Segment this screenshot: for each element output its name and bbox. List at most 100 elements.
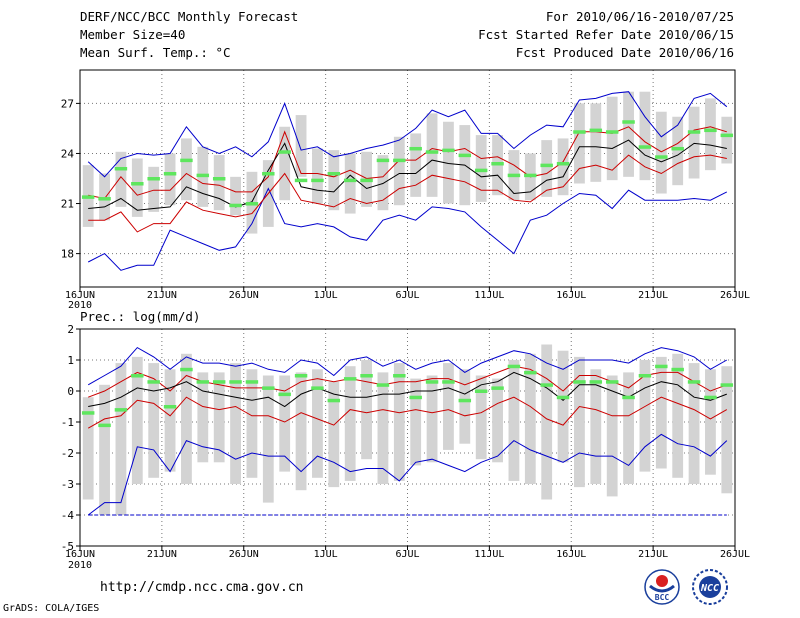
- mean-marker-day-20: [393, 158, 406, 163]
- forecast-period: For 2010/06/16-2010/07/25: [545, 9, 734, 24]
- mean-marker-day-13: [278, 150, 291, 154]
- mean-marker-day-32: [589, 380, 603, 384]
- box-day-13: [279, 375, 291, 472]
- mean-marker-day-33: [605, 380, 619, 384]
- box-day-6: [164, 153, 176, 206]
- box-day-39: [705, 369, 716, 475]
- mean-marker-day-16: [327, 398, 341, 403]
- mean-marker-day-40: [720, 133, 734, 138]
- y-tick-label: -5: [61, 540, 74, 553]
- box-day-13: [279, 126, 291, 201]
- box-day-20: [393, 136, 405, 206]
- box-day-37: [672, 353, 684, 478]
- y-tick-label: -4: [61, 509, 75, 522]
- ncc-logo: NCC: [692, 569, 728, 605]
- mean-marker-day-10: [229, 380, 242, 384]
- box-day-35: [639, 360, 651, 472]
- mean-marker-day-28: [524, 173, 537, 178]
- box-day-3: [115, 363, 127, 515]
- y-tick-label: -1: [61, 416, 74, 429]
- x-tick-label: 21JUL: [638, 549, 668, 560]
- y-tick-label: -3: [61, 478, 74, 491]
- box-day-40: [721, 366, 733, 494]
- mean-marker-day-36: [655, 364, 668, 369]
- x-tick-label: 26JUL: [720, 290, 750, 301]
- box-day-23: [443, 121, 454, 204]
- mean-marker-day-37: [671, 367, 684, 372]
- y-tick-label: 24: [61, 147, 75, 160]
- box-day-16: [328, 381, 340, 488]
- lower-quartile-line: [88, 154, 727, 233]
- x-tick-label: 26JUN: [229, 549, 259, 560]
- mean-marker-day-34: [622, 120, 635, 124]
- mean-marker-day-19: [376, 158, 390, 163]
- mean-marker-day-25: [474, 389, 488, 393]
- year-label: 2010: [68, 300, 92, 311]
- x-tick-label: 1JUL: [314, 549, 338, 560]
- box-day-32: [590, 103, 602, 182]
- mean-marker-day-30: [556, 395, 570, 400]
- mean-marker-day-1: [81, 195, 95, 199]
- x-tick-label: 11JUL: [474, 549, 504, 560]
- mean-marker-day-31: [573, 380, 586, 384]
- mean-marker-day-7: [180, 367, 193, 372]
- footer-url[interactable]: http://cmdp.ncc.cma.gov.cn: [100, 580, 304, 595]
- mean-marker-day-6: [163, 171, 177, 176]
- mean-marker-day-7: [180, 158, 193, 163]
- x-tick-label: 26JUL: [720, 549, 750, 560]
- mean-marker-day-30: [556, 161, 570, 166]
- y-tick-label: 1: [67, 354, 74, 367]
- mean-marker-day-11: [245, 202, 259, 206]
- box-day-7: [181, 353, 192, 484]
- box-day-38: [688, 106, 700, 179]
- mean-marker-day-12: [262, 386, 275, 390]
- y-tick-label: 21: [61, 198, 74, 211]
- mean-marker-day-29: [540, 163, 553, 168]
- mean-marker-day-27: [507, 364, 521, 369]
- mean-marker-day-9: [212, 380, 226, 384]
- box-day-19: [377, 372, 389, 484]
- box-day-14: [295, 372, 307, 491]
- maximum-line: [87, 91, 728, 178]
- upper-quartile-line: [88, 126, 727, 200]
- x-tick-label: 16JUL: [556, 549, 586, 560]
- x-tick-label: 21JUN: [147, 290, 177, 301]
- mean-marker-day-38: [687, 130, 701, 134]
- x-tick-label: 21JUL: [638, 290, 668, 301]
- minimum-line: [87, 187, 728, 271]
- box-day-17: [344, 153, 356, 214]
- box-day-7: [181, 138, 192, 201]
- box-day-37: [672, 116, 684, 186]
- mean-marker-day-23: [442, 148, 455, 153]
- mean-marker-day-3: [114, 166, 128, 171]
- mean-marker-day-39: [704, 128, 717, 133]
- x-tick-label: 6JUL: [395, 549, 419, 560]
- box-day-28: [524, 353, 536, 484]
- box-day-6: [164, 369, 176, 472]
- x-tick-label: 16JUN: [65, 290, 95, 301]
- box-day-17: [344, 366, 356, 481]
- x-tick-label: 21JUN: [147, 549, 177, 560]
- box-day-15: [312, 148, 323, 204]
- mean-marker-day-27: [507, 173, 521, 178]
- box-day-1: [82, 397, 94, 500]
- mean-marker-day-28: [524, 370, 537, 375]
- y-tick-label: 27: [61, 97, 74, 110]
- mean-marker-day-25: [474, 168, 488, 173]
- box-day-36: [655, 111, 667, 194]
- mean-marker-day-13: [278, 392, 291, 397]
- mean-marker-day-21: [409, 395, 422, 400]
- median-line: [88, 139, 727, 211]
- started-refer-date: Fcst Started Refer Date 2010/06/15: [478, 27, 734, 42]
- mean-marker-day-1: [81, 411, 95, 415]
- box-day-34: [623, 91, 634, 177]
- bcc-logo: BCC: [644, 569, 680, 605]
- box-day-39: [705, 98, 716, 171]
- mean-marker-day-5: [147, 177, 160, 181]
- mean-marker-day-2: [98, 423, 111, 428]
- precipitation-panel: -5 -4 -3 -2 -1 0 1 2 16JUN 21JUN 26JUN 1JUL 6JUL 11JU…: [61, 323, 750, 571]
- upper-quartile-line: [88, 365, 727, 398]
- box-day-32: [590, 369, 602, 484]
- box-day-10: [230, 363, 241, 484]
- mean-marker-day-17: [343, 178, 357, 183]
